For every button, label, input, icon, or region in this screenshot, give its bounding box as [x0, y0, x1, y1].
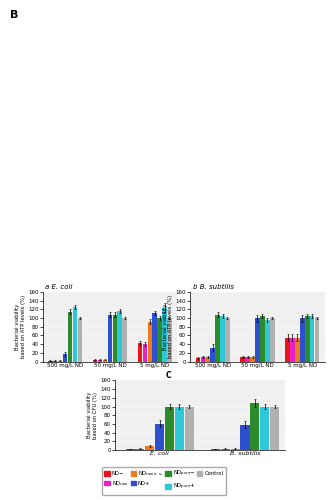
Bar: [113, 314, 117, 362]
Bar: [185, 406, 194, 450]
Bar: [220, 316, 225, 362]
Text: B: B: [10, 10, 18, 20]
Bar: [138, 344, 142, 361]
Bar: [117, 311, 122, 362]
Bar: [167, 318, 172, 362]
Bar: [270, 318, 275, 362]
Bar: [290, 338, 295, 361]
Bar: [126, 449, 134, 450]
Bar: [108, 314, 112, 362]
Bar: [98, 360, 102, 362]
Bar: [240, 425, 250, 450]
Bar: [305, 316, 310, 362]
Text: b B. subtilis: b B. subtilis: [193, 284, 234, 290]
Bar: [135, 448, 144, 450]
Bar: [72, 307, 77, 362]
Bar: [122, 318, 127, 362]
Bar: [215, 314, 220, 362]
Bar: [78, 318, 82, 362]
Text: a E. coli: a E. coli: [45, 284, 73, 290]
Bar: [155, 424, 164, 450]
Bar: [211, 449, 220, 450]
Y-axis label: Bacterial viability
based on CFU (%): Bacterial viability based on CFU (%): [87, 392, 98, 438]
Bar: [148, 322, 152, 362]
Bar: [221, 448, 230, 450]
Bar: [195, 358, 200, 362]
Bar: [143, 344, 147, 362]
Bar: [53, 360, 57, 362]
Bar: [153, 313, 157, 362]
Bar: [48, 360, 52, 362]
Bar: [93, 360, 97, 362]
Bar: [300, 318, 305, 362]
Bar: [145, 446, 154, 450]
Bar: [245, 357, 250, 362]
Bar: [240, 357, 245, 362]
Bar: [295, 338, 300, 361]
Bar: [265, 320, 270, 362]
Bar: [58, 360, 62, 362]
Bar: [285, 338, 290, 361]
Bar: [175, 406, 184, 450]
Bar: [310, 316, 315, 362]
Bar: [315, 318, 319, 362]
Bar: [210, 348, 215, 362]
Bar: [63, 354, 67, 362]
Y-axis label: Bacterial viability
based on ATP levels (%): Bacterial viability based on ATP levels …: [15, 295, 26, 358]
Bar: [250, 357, 255, 362]
Text: C: C: [166, 370, 172, 380]
Bar: [260, 316, 265, 362]
Bar: [231, 448, 240, 450]
Bar: [200, 357, 205, 362]
Bar: [162, 308, 167, 362]
Bar: [260, 406, 269, 450]
Bar: [270, 406, 279, 450]
Bar: [165, 406, 174, 450]
Bar: [250, 403, 259, 450]
Bar: [103, 360, 107, 362]
Legend: ND−, ND$_\mathregular{raw}$, ND$_\mathregular{raw\ n.u.}$, ND+, ND$_\mathregular: ND−, ND$_\mathregular{raw}$, ND$_\mathre…: [102, 466, 226, 495]
Y-axis label: Bacterial viability
based on ATP levels (%): Bacterial viability based on ATP levels …: [163, 295, 174, 358]
Bar: [68, 312, 72, 362]
Bar: [157, 318, 162, 362]
Bar: [225, 318, 230, 362]
Bar: [255, 318, 260, 362]
Bar: [205, 357, 210, 362]
